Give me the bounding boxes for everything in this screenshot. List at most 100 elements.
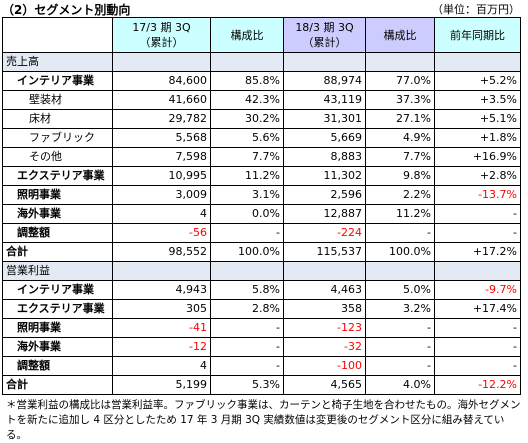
row-label: 海外事業 — [2, 337, 113, 357]
footnote: ＊営業利益の構成比は営業利益率。ファブリック事業は、カーテンと椅子生地を合わせた… — [6, 399, 521, 441]
cell: 5.6% — [210, 128, 284, 148]
row-label: 合計 — [2, 242, 113, 262]
header-line: 構成比 — [230, 28, 264, 42]
cell: -41 — [112, 318, 211, 338]
cell: - — [365, 356, 435, 376]
cell: 0.0% — [210, 204, 284, 224]
cell: 4,463 — [283, 280, 366, 300]
row-label: インテリア事業 — [2, 71, 113, 91]
cell: -100 — [283, 356, 366, 376]
row: 海外事業 -12- -32- - — [2, 337, 521, 357]
row-label: 壁装材 — [2, 90, 113, 110]
segment-table: 17/3 期 3Q （累計） 構成比 18/3 期 3Q （累計） 構成比 前年同期比 売上… — [2, 17, 521, 395]
column-header: 前年同期比 — [434, 17, 521, 53]
header-line: 18/3 期 3Q — [295, 21, 354, 34]
row-label: インテリア事業 — [2, 280, 113, 300]
cell: - — [434, 337, 521, 357]
row: ファブリック 5,568 5.6% 5,669 4.9% +1.8% — [2, 128, 521, 148]
cell: 8,883 — [283, 147, 366, 167]
cell: 5,199 — [112, 375, 211, 395]
row: 調整額 4- -100- - — [2, 356, 521, 376]
empty-cell — [210, 261, 284, 281]
cell: -56 — [112, 223, 211, 243]
cell: 77.0% — [365, 71, 435, 91]
header-line: （累計） — [302, 36, 347, 49]
empty-cell — [434, 52, 521, 72]
row: 床材 29,782 30.2% 31,301 27.1% +5.1% — [2, 109, 521, 129]
cell: 2,596 — [283, 185, 366, 205]
cell: 7.7% — [210, 147, 284, 167]
cell: +17.2% — [434, 242, 521, 262]
row-label: エクステリア事業 — [2, 166, 113, 186]
cell: - — [434, 204, 521, 224]
header-line: （累計） — [139, 36, 184, 49]
empty-cell — [112, 261, 211, 281]
cell: 4.0% — [365, 375, 435, 395]
row-label: 照明事業 — [2, 185, 113, 205]
cell: +16.9% — [434, 147, 521, 167]
cell: 3,009 — [112, 185, 211, 205]
row: その他 7,598 7.7% 8,883 7.7% +16.9% — [2, 147, 521, 167]
cell: 30.2% — [210, 109, 284, 129]
cell: - — [210, 337, 284, 357]
row: 売上高 — [2, 52, 521, 72]
cell: 5,669 — [283, 128, 366, 148]
empty-cell — [112, 52, 211, 72]
row-label: 売上高 — [2, 52, 113, 72]
cell: 84,600 — [112, 71, 211, 91]
cell: 88,974 — [283, 71, 366, 91]
cell: -13.7% — [434, 185, 521, 205]
cell: -12.2% — [434, 375, 521, 395]
row-label: 調整額 — [2, 223, 113, 243]
cell: 7.7% — [365, 147, 435, 167]
row: 海外事業 4 0.0% 12,887 11.2% - — [2, 204, 521, 224]
cell: 43,119 — [283, 90, 366, 110]
cell: +17.4% — [434, 299, 521, 319]
cell: 11.2% — [365, 204, 435, 224]
row: 壁装材 41,660 42.3% 43,119 37.3% +3.5% — [2, 90, 521, 110]
cell: 85.8% — [210, 71, 284, 91]
cell: 37.3% — [365, 90, 435, 110]
column-header: 構成比 — [365, 17, 435, 53]
empty-cell — [365, 261, 435, 281]
cell: 3.2% — [365, 299, 435, 319]
cell: 29,782 — [112, 109, 211, 129]
cell: - — [434, 356, 521, 376]
empty-cell — [283, 261, 366, 281]
cell: - — [210, 318, 284, 338]
column-header: 構成比 — [210, 17, 284, 53]
cell: - — [365, 337, 435, 357]
cell: 5.8% — [210, 280, 284, 300]
row: インテリア事業 84,600 85.8% 88,974 77.0% +5.2% — [2, 71, 521, 91]
header-row: 17/3 期 3Q （累計） 構成比 18/3 期 3Q （累計） 構成比 前年同期比 — [2, 17, 521, 53]
cell: -9.7% — [434, 280, 521, 300]
row: 照明事業 -41- -123- - — [2, 318, 521, 338]
cell: 5,568 — [112, 128, 211, 148]
cell: - — [434, 318, 521, 338]
cell: 5.0% — [365, 280, 435, 300]
cell: 12,887 — [283, 204, 366, 224]
cell: 305 — [112, 299, 211, 319]
row-label: 調整額 — [2, 356, 113, 376]
row: 営業利益 — [2, 261, 521, 281]
row-label: 海外事業 — [2, 204, 113, 224]
cell: 2.2% — [365, 185, 435, 205]
row: 合計 5,199 5.3% 4,565 4.0% -12.2% — [2, 375, 521, 395]
unit: （単位：百万円） — [432, 3, 520, 16]
cell: -12 — [112, 337, 211, 357]
cell: - — [365, 318, 435, 338]
empty-cell — [283, 52, 366, 72]
header-line: 構成比 — [383, 28, 417, 42]
cell: +5.1% — [434, 109, 521, 129]
empty-cell — [210, 52, 284, 72]
cell: 4,943 — [112, 280, 211, 300]
row-label: 合計 — [2, 375, 113, 395]
cell: 100.0% — [365, 242, 435, 262]
cell: +3.5% — [434, 90, 521, 110]
row: インテリア事業 4,943 5.8% 4,463 5.0% -9.7% — [2, 280, 521, 300]
cell: -123 — [283, 318, 366, 338]
row-label: エクステリア事業 — [2, 299, 113, 319]
cell: 100.0% — [210, 242, 284, 262]
header-line: 前年同期比 — [450, 28, 505, 42]
cell: - — [434, 223, 521, 243]
